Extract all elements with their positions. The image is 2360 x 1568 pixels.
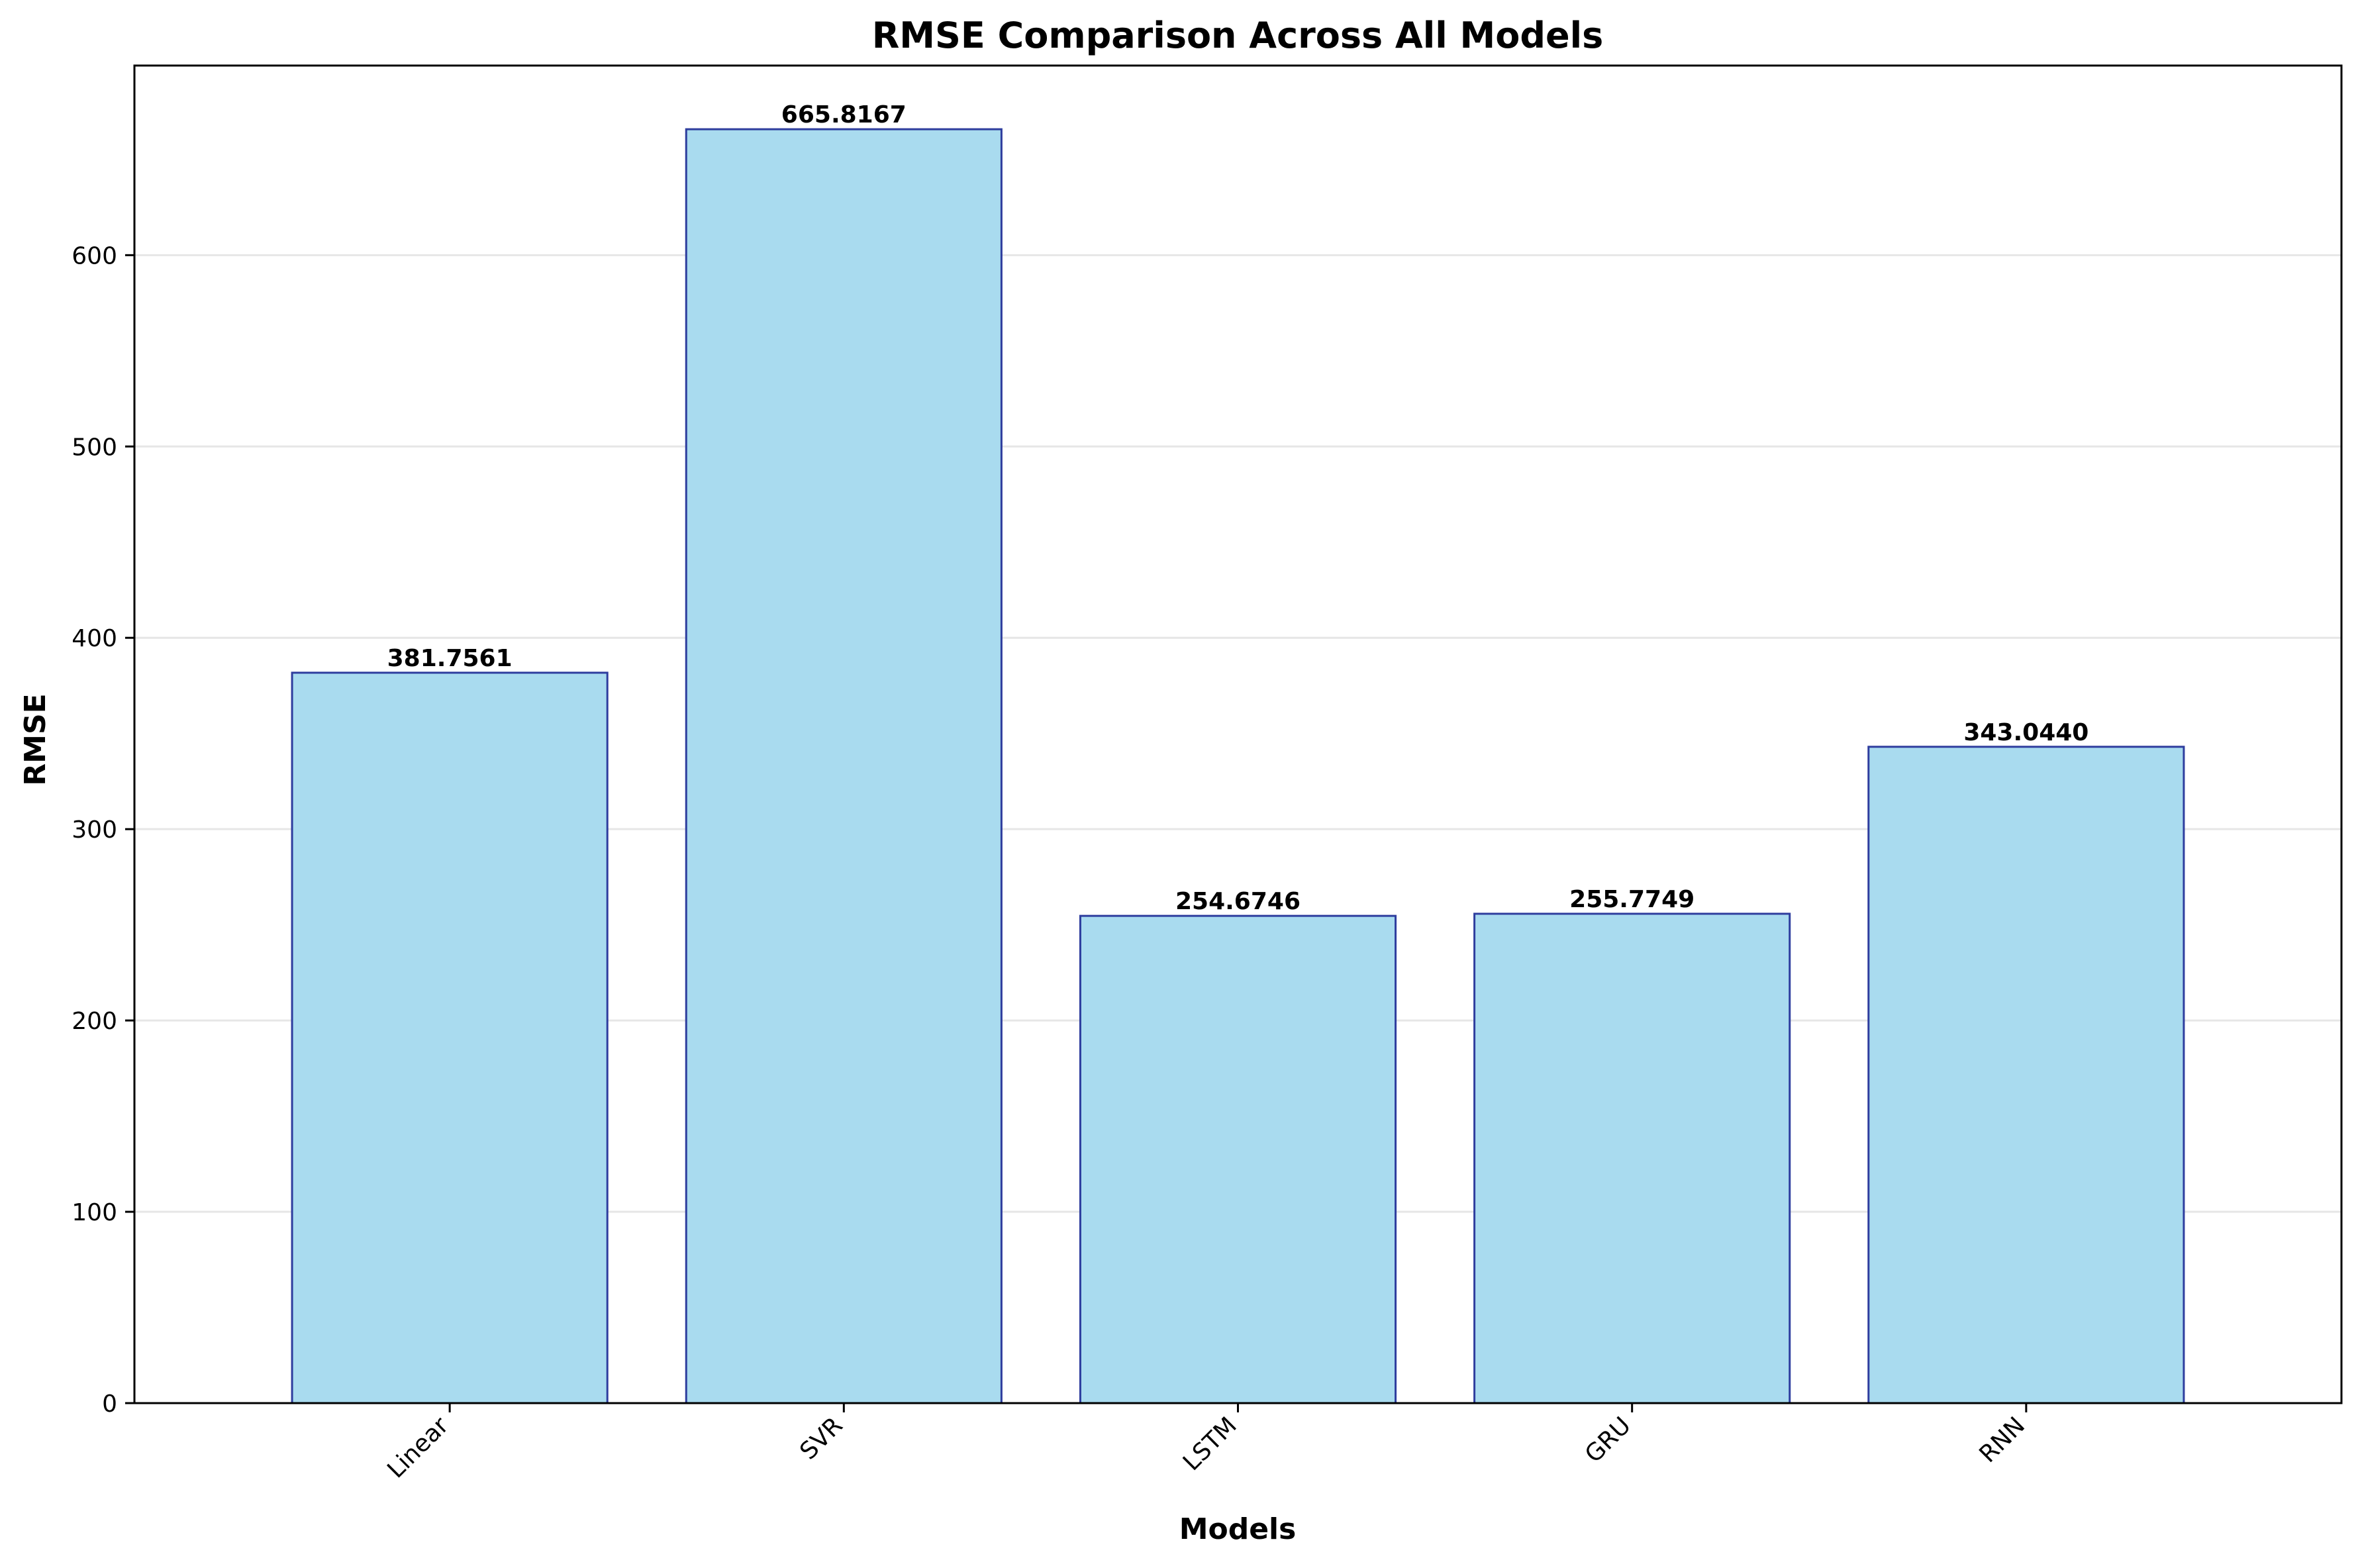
bar-gru [1473, 912, 1791, 1404]
x-axis-label: Models [1179, 1512, 1297, 1546]
data-label-lstm: 254.6746 [1175, 888, 1301, 915]
x-ticks: Linear SVR LSTM GRU RNN [382, 1403, 2030, 1483]
x-tick-label-gru: GRU [1580, 1412, 1636, 1468]
bar-lstm [1079, 914, 1397, 1404]
bar-svr [685, 128, 1003, 1404]
y-ticks: 0 100 200 300 400 500 600 [72, 242, 134, 1418]
data-label-linear: 381.7561 [387, 645, 513, 672]
x-tick-label-lstm: LSTM [1178, 1412, 1242, 1476]
data-label-rnn: 343.0440 [1963, 719, 2089, 746]
x-tick-label-rnn: RNN [1974, 1412, 2030, 1468]
x-tick-label-linear: Linear [382, 1412, 454, 1483]
y-tick-label: 400 [72, 625, 117, 652]
y-tick-label: 200 [72, 1008, 117, 1035]
y-tick-label: 100 [72, 1199, 117, 1226]
chart-title: RMSE Comparison Across All Models [872, 15, 1604, 56]
data-label-svr: 665.8167 [781, 101, 907, 128]
bars [291, 128, 2185, 1404]
bar-rnn [1867, 746, 2185, 1404]
y-tick-label: 600 [72, 242, 117, 270]
y-axis-label: RMSE [19, 693, 52, 785]
data-labels: 381.7561 665.8167 254.6746 255.7749 343.0440 [387, 101, 2089, 915]
y-tick-label: 300 [72, 816, 117, 844]
bar-linear [291, 671, 609, 1404]
y-tick-label: 500 [72, 434, 117, 461]
y-tick-label: 0 [102, 1391, 117, 1418]
data-label-gru: 255.7749 [1569, 886, 1695, 913]
x-tick-label-svr: SVR [795, 1412, 848, 1465]
